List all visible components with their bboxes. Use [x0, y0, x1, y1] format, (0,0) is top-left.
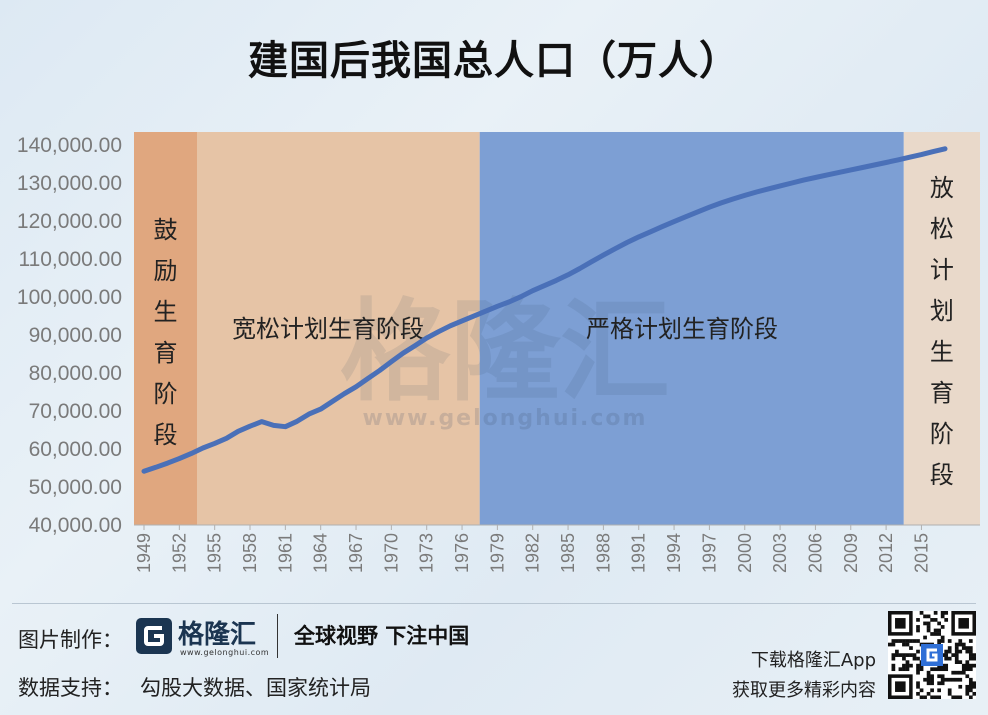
x-tick-label: 1970 — [381, 533, 401, 573]
made-by-label: 图片制作： — [18, 628, 123, 652]
y-tick-label: 90,000.00 — [29, 324, 122, 347]
x-tick-label: 2000 — [735, 533, 755, 573]
phase-label-3: 严格计划生育阶段 — [586, 315, 778, 343]
chart-title: 建国后我国总人口（万人） — [248, 38, 740, 84]
y-tick-label: 130,000.00 — [17, 172, 122, 195]
data-source: 勾股大数据、国家统计局 — [140, 676, 371, 700]
x-tick-label: 2012 — [876, 533, 896, 573]
phase-label-1-char: 励 — [154, 257, 178, 285]
footer-separator — [277, 614, 278, 658]
x-tick-label: 1991 — [629, 533, 649, 573]
y-tick-label: 80,000.00 — [29, 362, 122, 385]
x-tick-label: 1973 — [417, 533, 437, 573]
y-tick-label: 40,000.00 — [29, 514, 122, 537]
x-tick-label: 1955 — [205, 533, 225, 573]
data-label: 数据支持： — [18, 676, 123, 700]
qr-code-icon — [888, 611, 976, 699]
x-tick-label: 1958 — [240, 533, 260, 573]
x-tick-label: 2006 — [805, 533, 825, 573]
phase-label-1-char: 生 — [154, 298, 178, 326]
y-tick-label: 50,000.00 — [29, 476, 122, 499]
app-download-text: 下载格隆汇App — [750, 650, 876, 671]
phase-label-2: 宽松计划生育阶段 — [232, 315, 424, 343]
x-tick-label: 2015 — [911, 533, 931, 573]
x-tick-label: 1994 — [664, 533, 684, 573]
footer-divider — [12, 603, 976, 604]
x-tick-label: 2009 — [841, 533, 861, 573]
logo-url: www.gelonghui.com — [180, 648, 270, 657]
x-tick-label: 1961 — [275, 533, 295, 573]
population-line — [141, 146, 948, 474]
phase-label-4-char: 育 — [930, 379, 954, 407]
x-tick-label: 1952 — [169, 533, 189, 573]
y-axis-ticks: 40,000.00 50,000.00 60,000.00 70,000.00 80,0… — [17, 134, 122, 537]
phase-label-4-char: 段 — [930, 461, 954, 489]
phase-label-4-char: 计 — [930, 256, 954, 284]
x-tick-label: 1967 — [346, 533, 366, 573]
phase-label-1-char: 阶 — [154, 380, 178, 408]
phase-label-4-char: 放 — [930, 174, 954, 202]
y-tick-label: 100,000.00 — [17, 286, 122, 309]
y-tick-label: 110,000.00 — [18, 248, 122, 271]
phase-backgrounds — [134, 132, 980, 525]
y-tick-label: 140,000.00 — [17, 134, 122, 157]
x-tick-label: 1985 — [558, 533, 578, 573]
x-tick-label: 1976 — [452, 533, 472, 573]
slogan: 全球视野 下注中国 — [294, 624, 470, 648]
phase-label-1-char: 育 — [154, 339, 178, 367]
phase-label-4-char: 松 — [930, 215, 954, 243]
x-tick-label: 1997 — [699, 533, 719, 573]
phase-label-1-char: 段 — [154, 421, 178, 449]
phase-band-2 — [197, 132, 480, 525]
y-tick-label: 60,000.00 — [29, 438, 122, 461]
x-tick-label: 1979 — [487, 533, 507, 573]
y-tick-label: 120,000.00 — [17, 210, 122, 233]
x-axis-ticks: 1949 1952 1955 1958 1961 1964 1967 1970 1973 1976… — [134, 525, 931, 573]
logo-name: 格隆汇 — [178, 620, 257, 650]
app-promo-text: 获取更多精彩内容 — [732, 680, 876, 701]
y-tick-label: 70,000.00 — [29, 400, 122, 423]
phase-band-1 — [134, 132, 198, 525]
x-tick-label: 1988 — [593, 533, 613, 573]
phase-label-4-char: 划 — [930, 297, 954, 325]
x-tick-label: 1949 — [134, 533, 154, 573]
watermark: 格隆汇 www.gelonghui.com — [340, 288, 670, 431]
watermark-text: 格隆汇 — [340, 288, 670, 416]
gelonghui-logo-icon — [136, 618, 172, 654]
x-tick-label: 1964 — [311, 533, 331, 573]
x-tick-label: 2003 — [770, 533, 790, 573]
x-tick-label: 1982 — [523, 533, 543, 573]
phase-label-4-char: 阶 — [930, 420, 954, 448]
watermark-url: www.gelonghui.com — [363, 406, 648, 431]
phase-label-4-char: 生 — [930, 338, 954, 366]
phase-label-1-char: 鼓 — [154, 216, 178, 244]
phase-band-3 — [479, 132, 904, 525]
phase-band-4 — [903, 132, 980, 525]
